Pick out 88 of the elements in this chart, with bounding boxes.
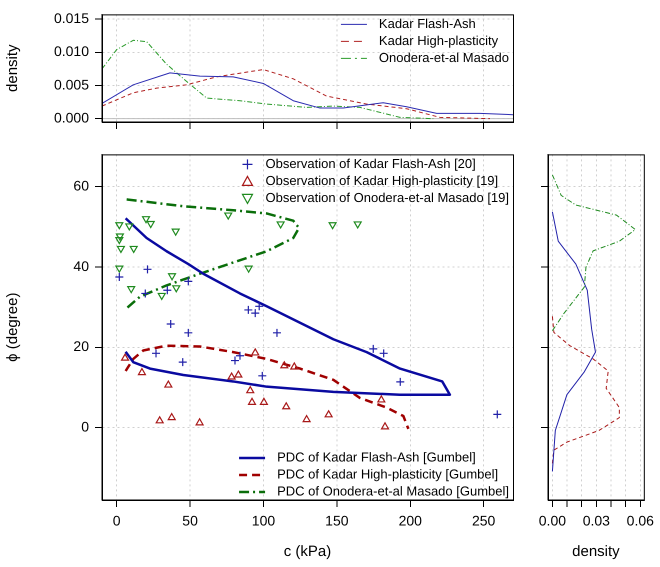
point — [115, 266, 124, 273]
point — [168, 413, 176, 420]
y-tick-label: 0.015 — [54, 10, 90, 26]
point — [184, 328, 193, 338]
point — [114, 272, 124, 282]
point — [377, 395, 386, 403]
point — [230, 356, 240, 366]
line-series — [102, 69, 490, 120]
point — [158, 292, 166, 300]
legend-label: PDC of Onodera-et-al Masado [Gumbel] — [277, 484, 509, 499]
legend-label: Kadar High-plasticity — [378, 32, 499, 48]
point — [127, 286, 136, 294]
point — [115, 236, 124, 244]
x-tick-label: 0 — [112, 512, 121, 528]
point — [368, 344, 378, 354]
point — [120, 354, 130, 361]
x-tick-label: 250 — [472, 512, 496, 528]
y-tick-label: 20 — [73, 338, 90, 354]
point — [379, 348, 388, 358]
point — [380, 422, 390, 430]
point — [168, 273, 176, 280]
point — [162, 286, 172, 295]
y-tick-label: 60 — [73, 177, 90, 194]
y-axis-title: density — [4, 44, 22, 92]
point — [258, 371, 267, 380]
point — [125, 223, 134, 231]
point — [246, 386, 254, 394]
point — [280, 361, 288, 368]
y-tick-label: 0.000 — [54, 110, 90, 126]
legend-label: Onodera-et-al Masado — [378, 50, 510, 65]
legend-label: PDC of Kadar High-plasticity [Gumbel] — [277, 466, 498, 482]
point — [251, 348, 260, 356]
point — [116, 246, 125, 254]
point — [156, 416, 164, 424]
point — [130, 246, 138, 254]
point — [235, 351, 245, 360]
x-tick-label: 100 — [252, 512, 276, 528]
point — [396, 377, 405, 386]
legend-label: PDC of Kadar Flash-Ash [Gumbel] — [277, 450, 476, 465]
x-tick-label: 50 — [182, 512, 198, 528]
point — [244, 266, 253, 273]
point — [492, 410, 502, 420]
point — [234, 370, 242, 378]
x-tick-label: 0.03 — [582, 512, 610, 528]
point — [172, 285, 180, 292]
point — [196, 418, 204, 426]
point — [324, 410, 333, 418]
point — [172, 228, 180, 236]
legend-label: Observation of Kadar Flash-Ash [20] — [265, 156, 476, 171]
x-tick-label: 150 — [325, 512, 349, 528]
x-axis-title: c (kPa) — [284, 543, 332, 560]
y-axis-title: ϕ (degree) — [4, 292, 22, 362]
point — [140, 288, 150, 298]
x-tick-label: 200 — [398, 512, 422, 528]
point — [282, 402, 290, 410]
point — [290, 362, 298, 370]
x-axis-title: density — [572, 543, 620, 560]
point — [146, 220, 155, 228]
y-tick-label: 0.005 — [54, 76, 90, 92]
point — [272, 328, 282, 338]
point — [142, 264, 152, 274]
point — [164, 380, 172, 388]
point — [142, 216, 150, 224]
legend-label: Observation of Kadar High-plasticity [19] — [265, 172, 498, 188]
point — [138, 368, 146, 376]
point — [302, 415, 311, 422]
point — [224, 212, 232, 220]
y-tick-label: 40 — [73, 258, 90, 274]
point — [151, 348, 161, 358]
point — [248, 398, 256, 405]
y-tick-label: 0 — [81, 418, 90, 435]
y-tick-label: 0.010 — [54, 43, 90, 60]
line-series — [124, 344, 410, 430]
point — [254, 302, 264, 311]
legend-label: Observation of Onodera-et-al Masado [19] — [265, 190, 510, 205]
point — [178, 358, 188, 367]
point — [260, 398, 268, 405]
point — [354, 221, 362, 229]
point — [276, 221, 285, 229]
point — [115, 222, 124, 230]
point — [228, 372, 236, 380]
point — [328, 222, 337, 230]
point — [166, 319, 176, 329]
x-tick-label: 0.00 — [538, 512, 566, 528]
point — [116, 233, 124, 241]
x-tick-label: 0.06 — [626, 512, 654, 528]
legend-label: Kadar Flash-Ash — [378, 16, 476, 31]
point — [184, 276, 193, 286]
